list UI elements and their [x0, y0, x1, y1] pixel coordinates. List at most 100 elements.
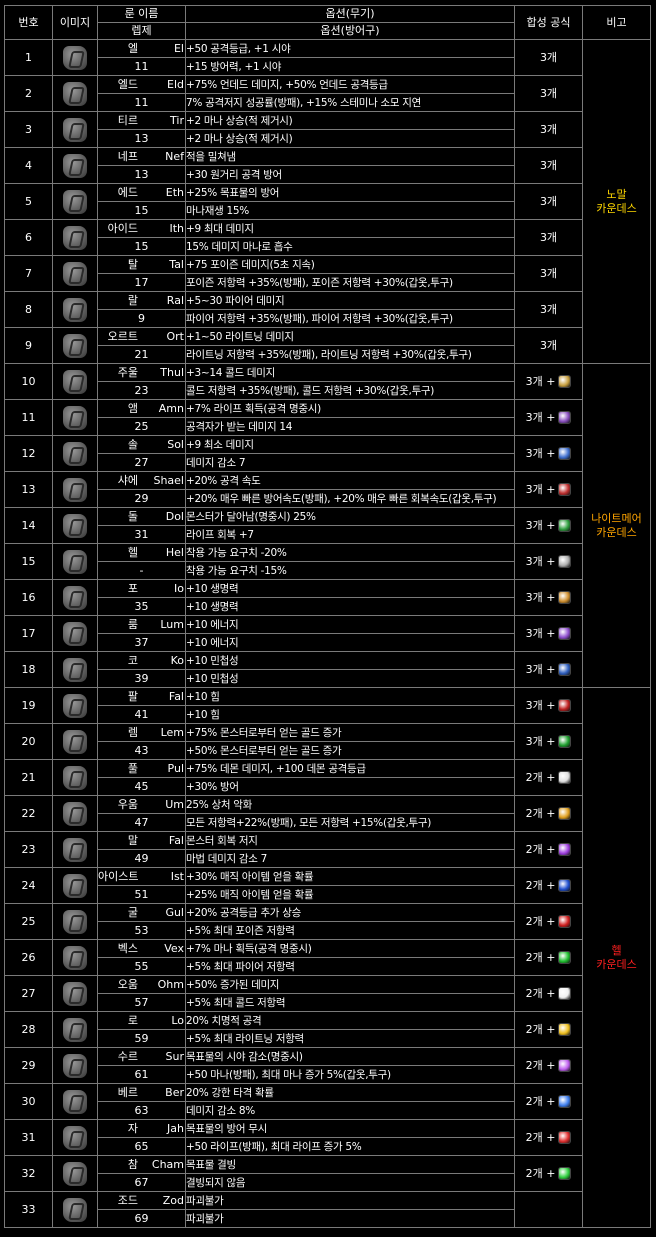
rune-vex-icon	[63, 945, 87, 970]
armor-option: +25% 매직 아이템 얻을 확률	[185, 885, 515, 904]
recipe-cell: 3개	[514, 183, 583, 220]
table-row: 31 자 Jah 목표물의 방어 무시 2개 +	[4, 1119, 651, 1156]
rune-name-korean: 팔	[127, 689, 138, 703]
recipe-text: 3개	[539, 338, 558, 352]
weapon-option: 몬스터 회복 저지	[185, 831, 515, 850]
rune-name-korean: 말	[127, 833, 138, 847]
rune-name: 주울 Thul	[97, 363, 186, 382]
rune-name-english: Sol	[167, 437, 184, 451]
rune-name-korean: 아이스트	[98, 869, 139, 883]
recipe-text: 3개	[539, 194, 558, 208]
rune-image-cell	[52, 471, 98, 508]
rune-level: 39	[97, 669, 186, 688]
table-row: 29 수르 Sur 목표물의 시야 감소(명중시) 2개 +	[4, 1047, 651, 1084]
rune-image-cell	[52, 615, 98, 652]
rune-number: 29	[4, 1047, 53, 1084]
rune-image-cell	[52, 435, 98, 472]
table-row-armor: 29 +20% 매우 빠른 방어속도(방패), +20% 매우 빠른 회복속도(갑…	[5, 489, 651, 508]
recipe-text: 3개 +	[525, 554, 556, 568]
rune-image-cell	[52, 255, 98, 292]
table-row: 15 헬 Hel 착용 가능 요구치 -20% 3개 +	[4, 543, 651, 580]
armor-option: 라이프 회복 +7	[185, 525, 515, 544]
rune-amn-icon	[63, 405, 87, 430]
rune-nef-icon	[63, 153, 87, 178]
rune-lum-icon	[63, 621, 87, 646]
rune-name-english: Cham	[151, 1157, 184, 1171]
rune-image-cell	[52, 795, 98, 832]
rune-level: 67	[97, 1173, 186, 1192]
table-row: 33 조드 Zod 파괴불가	[4, 1191, 651, 1228]
recipe-cell: 3개	[514, 39, 583, 76]
rune-level: 51	[97, 885, 186, 904]
rune-lem-icon	[63, 729, 87, 754]
note-normal: 노말 카운데스	[582, 39, 651, 364]
rune-image-cell	[52, 1011, 98, 1048]
rune-image-cell	[52, 903, 98, 940]
recipe-cell: 3개 +	[514, 651, 583, 688]
header-level: 렙제	[97, 22, 186, 40]
recipe-text: 2개 +	[525, 1166, 556, 1180]
rune-image-cell	[52, 111, 98, 148]
rune-number: 16	[4, 579, 53, 616]
armor-option: 결빙되지 않음	[185, 1173, 515, 1192]
recipe-text: 3개	[539, 266, 558, 280]
rune-level: 63	[97, 1101, 186, 1120]
table-row-armor: 51 +25% 매직 아이템 얻을 확률	[5, 885, 651, 904]
rune-name: 아이드 Ith	[97, 219, 186, 238]
rune-name: 돌 Dol	[97, 507, 186, 526]
recipe-text: 3개 +	[525, 482, 556, 496]
rune-name-korean: 렘	[127, 725, 138, 739]
rune-image-cell	[52, 1083, 98, 1120]
weapon-option: +3~14 콜드 데미지	[185, 363, 515, 382]
gem-icon	[558, 735, 572, 748]
rune-number: 15	[4, 543, 53, 580]
rune-thul-icon	[63, 369, 87, 394]
rune-name-korean: 주울	[117, 365, 138, 379]
rune-level: 13	[97, 165, 186, 184]
gem-icon	[558, 555, 572, 568]
table-row: 7 탈 Tal +75 포이즌 데미지(5초 지속) 3개	[4, 255, 651, 292]
recipe-cell: 2개 +	[514, 1119, 583, 1156]
rune-name-english: Jah	[167, 1121, 184, 1135]
gem-icon	[558, 411, 572, 424]
rune-name-korean: 룸	[127, 617, 138, 631]
rune-level: 61	[97, 1065, 186, 1084]
rune-name: 벡스 Vex	[97, 939, 186, 958]
rune-number: 21	[4, 759, 53, 796]
rune-name-korean: 에드	[117, 185, 138, 199]
rune-jah-icon	[63, 1125, 87, 1150]
recipe-cell: 3개 +	[514, 543, 583, 580]
rune-name: 참 Cham	[97, 1155, 186, 1174]
rune-level: 45	[97, 777, 186, 796]
rune-name: 랄 Ral	[97, 291, 186, 310]
rune-name-korean: 돌	[127, 509, 138, 523]
recipe-text: 2개 +	[525, 1094, 556, 1108]
table-row: 2 엘드 Eld +75% 언데드 데미지, +50% 언데드 공격등급 3개	[4, 75, 651, 112]
rune-number: 19	[4, 687, 53, 724]
rune-ko-icon	[63, 657, 87, 682]
armor-option: 파괴불가	[185, 1209, 515, 1228]
gem-icon	[558, 879, 572, 892]
rune-ort-icon	[63, 333, 87, 358]
armor-option: +2 마나 상승(적 제거시)	[185, 129, 515, 148]
recipe-cell: 3개	[514, 291, 583, 328]
armor-option: 데미지 감소 8%	[185, 1101, 515, 1120]
rune-name: 렘 Lem	[97, 723, 186, 742]
recipe-cell: 2개 +	[514, 1011, 583, 1048]
armor-option: +5% 최대 파이어 저항력	[185, 957, 515, 976]
table-row: 28 로 Lo 20% 치명적 공격 2개 +	[4, 1011, 651, 1048]
armor-option: +50 마나(방패), 최대 마나 증가 5%(갑옷,투구)	[185, 1065, 515, 1084]
rune-name-english: Ko	[170, 653, 184, 667]
rune-name: 헬 Hel	[97, 543, 186, 562]
rune-number: 7	[4, 255, 53, 292]
table-row-armor: 69 파괴불가	[5, 1209, 651, 1228]
rune-level: 31	[97, 525, 186, 544]
recipe-cell: 3개 +	[514, 579, 583, 616]
rune-name: 샤에 Shael	[97, 471, 186, 490]
rune-image-cell	[52, 1191, 98, 1228]
recipe-cell: 3개 +	[514, 471, 583, 508]
rune-um-icon	[63, 801, 87, 826]
rune-name-korean: 랄	[127, 293, 138, 307]
recipe-cell: 3개 +	[514, 507, 583, 544]
rune-name-korean: 베르	[117, 1085, 138, 1099]
